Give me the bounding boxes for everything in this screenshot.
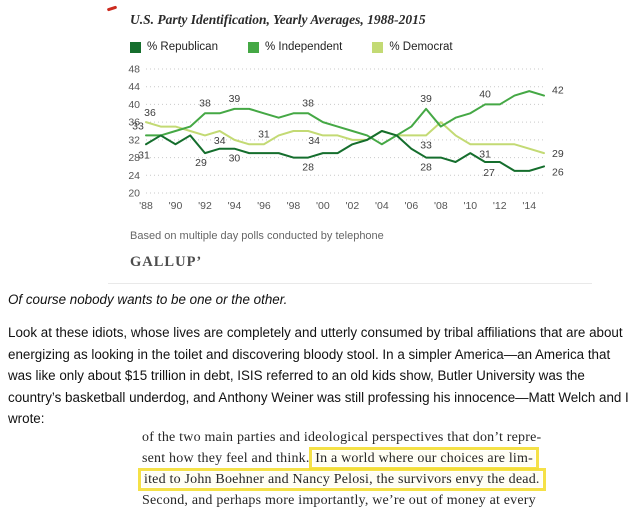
point-label: 39: [420, 93, 432, 105]
legend-item: % Republican: [130, 41, 218, 53]
party-id-line-chart: 20 24 28 32 36 40 44 48 '88 '90 '92 '94 '96 '98 '00 '02…: [128, 64, 564, 213]
legend-label: % Independent: [264, 41, 343, 53]
legend-item: % Democrat: [372, 41, 453, 53]
y-tick-label: 44: [128, 81, 140, 93]
x-tick-label: '14: [522, 200, 536, 212]
point-label: 31: [258, 128, 270, 140]
point-label: 27: [483, 167, 495, 179]
point-label: 39: [229, 93, 241, 105]
point-label: 28: [302, 162, 314, 174]
point-label: 34: [214, 135, 226, 147]
x-tick-label: '94: [228, 200, 242, 212]
legend-swatch: [247, 41, 259, 53]
book-excerpt: of the two main parties and ideological …: [138, 427, 562, 511]
y-tick-label: 36: [128, 117, 140, 129]
legend-item: % Independent: [247, 41, 343, 53]
legend-label: % Republican: [147, 41, 218, 53]
point-label: 26: [552, 166, 564, 178]
legend-swatch: [130, 41, 141, 53]
x-tick-label: '96: [257, 200, 271, 212]
gallup-chart-card: U.S. Party Identification, Yearly Averag…: [108, 2, 592, 284]
y-tick-label: 48: [128, 64, 140, 76]
chart-legend: % Republican % Independent % Democrat: [130, 41, 592, 53]
point-label: 40: [479, 88, 491, 100]
x-tick-label: '90: [169, 200, 183, 212]
gallup-logo: GALLUP’: [130, 254, 203, 270]
x-tick-label: '02: [346, 200, 360, 212]
yellow-highlight: ited to John Boehner and Nancy Pelosi, t…: [138, 468, 546, 491]
y-tick-label: 32: [128, 134, 140, 146]
y-tick-label: 40: [128, 99, 140, 111]
quote-line: sent how they feel and think. In a world…: [142, 447, 562, 470]
quote-line: Second, and perhaps more importantly, we…: [142, 493, 536, 508]
x-tick-label: '92: [198, 200, 212, 212]
italic-comment: Of course nobody wants to be one or the …: [8, 292, 288, 307]
point-label: 30: [229, 153, 241, 165]
x-tick-label: '98: [287, 200, 301, 212]
x-tick-label: '08: [434, 200, 448, 212]
series-line-independent: [145, 90, 545, 146]
yellow-highlight: In a world where our choices are lim-: [309, 447, 539, 470]
y-tick-label: 24: [128, 170, 140, 182]
legend-swatch: [372, 41, 384, 53]
point-label: 38: [199, 97, 211, 109]
x-tick-label: '88: [139, 200, 153, 212]
legend-label: % Democrat: [389, 41, 453, 53]
quote-line: of the two main parties and ideological …: [142, 430, 542, 445]
chart-title: U.S. Party Identification, Yearly Averag…: [130, 12, 426, 27]
chart-footnote: Based on multiple day polls conducted by…: [130, 230, 384, 242]
body-paragraph: Look at these idiots, whose lives are co…: [8, 325, 629, 426]
x-tick-label: '12: [493, 200, 507, 212]
point-label: 33: [132, 120, 144, 132]
chart-plot: 20 24 28 32 36 40 44 48 '88 '90 '92 '94 '96 '98 '00 '02…: [122, 63, 592, 220]
point-label: 29: [552, 148, 564, 160]
point-label: 36: [144, 107, 156, 119]
quote-line: ited to John Boehner and Nancy Pelosi, t…: [138, 468, 562, 491]
point-label: 29: [195, 157, 207, 169]
x-tick-label: '04: [375, 200, 389, 212]
y-tick-label: 20: [128, 188, 140, 200]
y-tick-label: 28: [128, 152, 140, 164]
series-line-democrat: [145, 121, 545, 155]
point-label: 34: [308, 135, 320, 147]
x-tick-label: '00: [316, 200, 330, 212]
x-tick-label: '06: [404, 200, 418, 212]
point-label: 31: [479, 148, 491, 160]
point-label: 31: [138, 149, 150, 161]
quote-text: sent how they feel and think.: [142, 451, 314, 466]
point-label: 28: [420, 162, 432, 174]
point-label: 33: [420, 139, 432, 151]
x-tick-label: '10: [463, 200, 477, 212]
point-label: 42: [552, 85, 564, 97]
point-label: 38: [302, 97, 314, 109]
series-line-republican: [145, 130, 545, 172]
